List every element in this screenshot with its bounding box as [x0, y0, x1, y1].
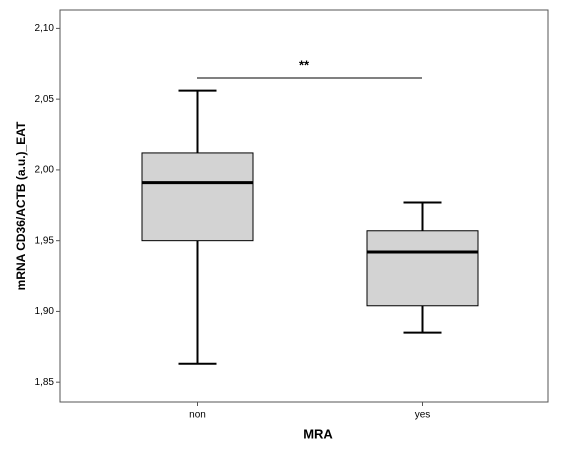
y-tick-label: 2,10: [35, 23, 55, 34]
box: [366, 230, 479, 307]
box: [141, 152, 254, 242]
y-tick-label: 2,05: [35, 94, 55, 105]
y-tick-label: 1,90: [35, 306, 55, 317]
y-tick-label: 1,85: [35, 377, 55, 388]
x-tick-label: non: [189, 410, 206, 421]
y-tick-label: 1,95: [35, 235, 55, 246]
x-tick-label: yes: [415, 410, 431, 421]
y-tick-label: 2,00: [35, 165, 55, 176]
significance-label: **: [299, 57, 310, 72]
x-axis-label: MRA: [303, 426, 333, 441]
plot-frame: [59, 9, 549, 403]
y-axis-label: mRNA CD36/ACTB (a.u.)_EAT: [14, 121, 28, 290]
